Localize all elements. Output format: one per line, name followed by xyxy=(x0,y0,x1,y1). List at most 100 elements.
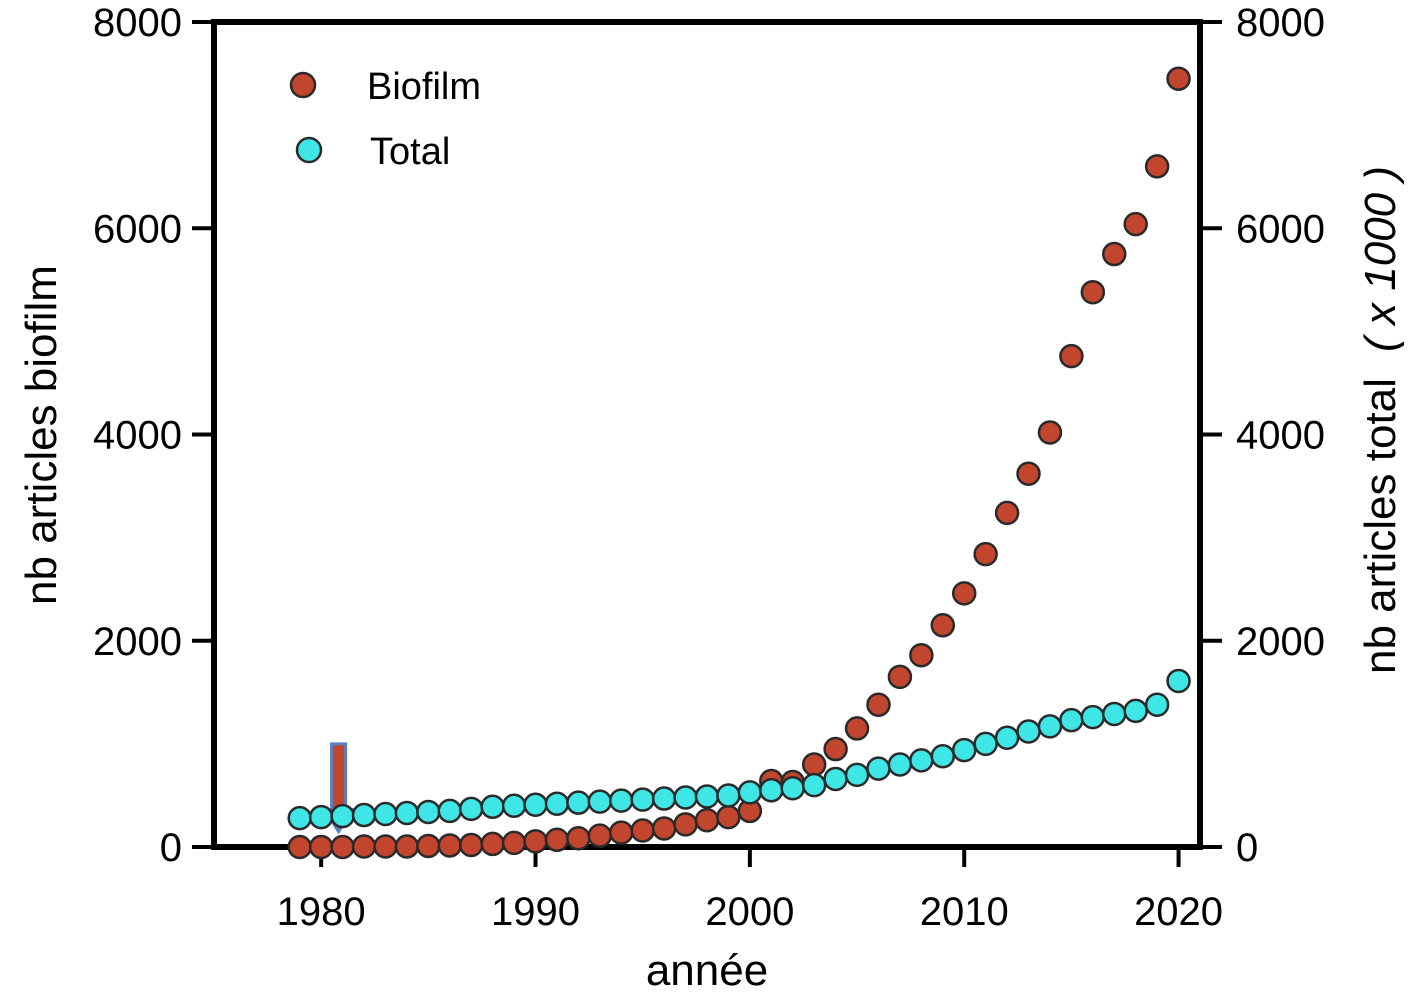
point-total xyxy=(566,790,591,815)
point-total xyxy=(458,796,484,822)
point-total xyxy=(951,737,977,763)
point-biofilm xyxy=(994,500,1020,526)
point-total xyxy=(823,766,848,792)
point-biofilm xyxy=(501,830,527,856)
point-biofilm xyxy=(673,812,698,837)
point-biofilm xyxy=(844,716,870,741)
point-biofilm xyxy=(1166,66,1191,91)
series-total xyxy=(287,668,1191,831)
point-total xyxy=(694,784,720,809)
x-axis-title: année xyxy=(646,946,768,993)
y-right-tick-label: 0 xyxy=(1236,826,1258,870)
point-biofilm xyxy=(909,642,934,668)
point-biofilm xyxy=(523,829,548,854)
point-biofilm xyxy=(373,834,398,859)
point-total xyxy=(287,805,312,831)
point-total xyxy=(1166,668,1191,694)
point-biofilm xyxy=(823,736,848,762)
x-tick-label: 1980 xyxy=(277,890,366,934)
point-biofilm xyxy=(1037,420,1063,445)
point-total xyxy=(801,772,827,798)
point-biofilm xyxy=(1144,154,1170,179)
point-biofilm xyxy=(544,827,570,853)
point-total xyxy=(308,804,334,830)
point-total xyxy=(1102,701,1127,727)
point-total xyxy=(630,787,655,812)
point-biofilm xyxy=(308,834,334,860)
point-total xyxy=(544,791,570,816)
point-biofilm xyxy=(801,752,827,777)
point-biofilm xyxy=(480,831,505,857)
point-total xyxy=(394,800,420,826)
point-total xyxy=(930,744,956,769)
point-total xyxy=(1037,714,1063,739)
legend-marker-biofilm xyxy=(289,71,317,99)
series-biofilm xyxy=(287,66,1191,860)
legend-label-total: Total xyxy=(370,131,450,173)
y-right-axis-title-unit: ( x 1000 ) xyxy=(1356,166,1405,352)
point-total xyxy=(673,785,698,810)
y-right-axis-ticks: 0 2000 4000 6000 8000 xyxy=(1200,1,1325,870)
point-total xyxy=(994,725,1020,750)
point-biofilm xyxy=(287,834,312,860)
point-biofilm xyxy=(630,818,655,843)
point-biofilm xyxy=(716,804,741,830)
y-left-tick-label: 0 xyxy=(160,826,182,870)
point-biofilm xyxy=(437,833,463,858)
legend-marker-total xyxy=(295,136,323,164)
point-biofilm xyxy=(587,823,613,848)
y-left-tick-label: 8000 xyxy=(93,1,182,45)
y-right-tick-label: 8000 xyxy=(1236,1,1325,45)
point-total xyxy=(1059,707,1084,733)
point-biofilm xyxy=(930,613,956,638)
point-biofilm xyxy=(394,834,420,859)
y-left-axis-ticks: 0 2000 4000 6000 8000 xyxy=(93,1,214,870)
point-total xyxy=(844,762,870,788)
point-total xyxy=(716,783,741,808)
x-tick-label: 2010 xyxy=(920,890,1009,934)
point-biofilm xyxy=(351,834,377,859)
point-biofilm xyxy=(1059,343,1084,369)
point-biofilm xyxy=(1123,211,1148,237)
x-tick-label: 2000 xyxy=(705,890,794,934)
point-biofilm xyxy=(973,541,998,567)
point-total xyxy=(651,786,677,811)
y-right-tick-label: 2000 xyxy=(1236,620,1325,664)
point-total xyxy=(437,798,463,824)
series-layer xyxy=(287,66,1191,860)
y-left-tick-label: 6000 xyxy=(93,207,182,251)
point-biofilm xyxy=(330,834,355,860)
y-left-tick-label: 4000 xyxy=(93,414,182,458)
point-biofilm xyxy=(887,664,913,690)
point-total xyxy=(587,789,613,814)
x-tick-label: 1990 xyxy=(491,890,580,934)
point-total xyxy=(1144,692,1170,717)
point-biofilm xyxy=(609,820,634,845)
legend: Biofilm Total xyxy=(289,66,481,173)
point-total xyxy=(480,794,505,820)
point-total xyxy=(866,756,891,781)
point-total xyxy=(1123,698,1148,724)
point-biofilm xyxy=(951,581,977,606)
point-total xyxy=(373,801,398,827)
point-total xyxy=(609,788,634,813)
y-right-tick-label: 6000 xyxy=(1236,207,1325,251)
y-right-axis-title-main: nb articles total xyxy=(1356,378,1405,674)
x-tick-label: 2020 xyxy=(1134,890,1223,934)
point-biofilm xyxy=(866,692,891,717)
x-axis-ticks: 1980 1990 2000 2010 2020 xyxy=(277,847,1223,934)
y-left-tick-label: 2000 xyxy=(93,620,182,664)
point-total xyxy=(523,792,548,817)
point-total xyxy=(1016,719,1041,744)
point-total xyxy=(351,802,377,828)
point-total xyxy=(416,799,441,825)
point-biofilm xyxy=(566,825,591,851)
point-total xyxy=(973,731,998,757)
y-right-tick-label: 4000 xyxy=(1236,414,1325,458)
point-biofilm xyxy=(1016,461,1041,486)
y-right-axis-title: nb articles total ( x 1000 ) xyxy=(1356,166,1405,674)
point-total xyxy=(759,778,784,803)
point-biofilm xyxy=(416,833,441,859)
y-left-axis-title: nb articles biofilm xyxy=(17,265,66,605)
